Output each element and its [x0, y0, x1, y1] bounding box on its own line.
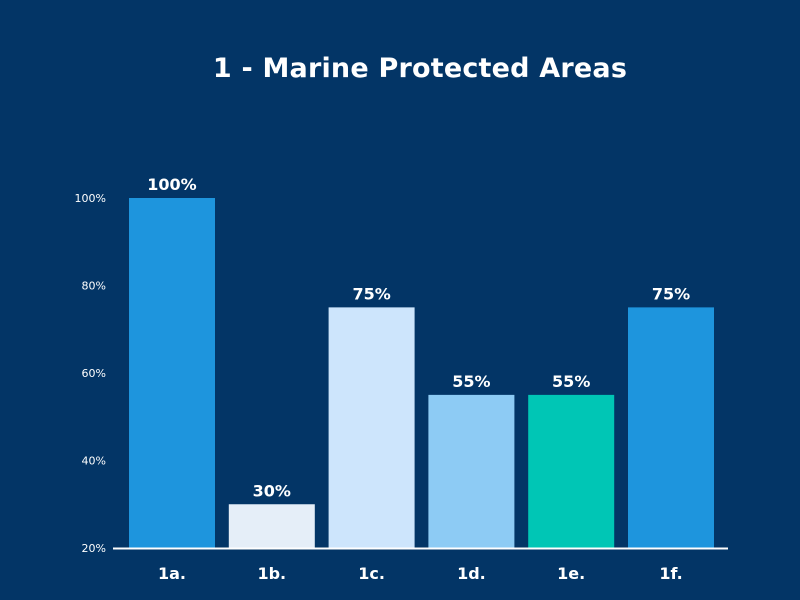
- x-tick-label: 1f.: [659, 564, 682, 583]
- y-axis-ticks: 20% 40% 60% 80% 100%: [75, 192, 106, 555]
- data-label: 75%: [352, 284, 390, 303]
- data-labels: 100% 30% 75% 55% 55% 75%: [147, 175, 690, 500]
- x-tick-label: 1e.: [557, 564, 585, 583]
- x-tick-label: 1c.: [358, 564, 385, 583]
- bar-series: [129, 198, 714, 548]
- bar-1f[interactable]: [628, 307, 714, 548]
- x-axis-ticks: 1a. 1b. 1c. 1d. 1e. 1f.: [158, 564, 683, 583]
- y-tick-label: 100%: [75, 192, 106, 205]
- y-tick-label: 20%: [82, 542, 106, 555]
- y-tick-label: 60%: [82, 367, 106, 380]
- data-label: 100%: [147, 175, 196, 194]
- bar-1c[interactable]: [328, 307, 415, 548]
- bar-1a[interactable]: [129, 198, 215, 548]
- x-tick-label: 1b.: [257, 564, 286, 583]
- y-tick-label: 80%: [82, 280, 106, 293]
- data-label: 55%: [552, 372, 590, 391]
- bar-1e[interactable]: [528, 394, 615, 548]
- data-label: 75%: [652, 284, 690, 303]
- y-tick-label: 40%: [82, 455, 106, 468]
- chart-title: 1 - Marine Protected Areas: [212, 53, 628, 84]
- bar-1d[interactable]: [428, 394, 515, 548]
- x-tick-label: 1a.: [158, 564, 186, 583]
- data-label: 55%: [452, 372, 490, 391]
- bar-1b[interactable]: [228, 504, 315, 548]
- data-label: 30%: [253, 481, 291, 500]
- x-tick-label: 1d.: [457, 564, 486, 583]
